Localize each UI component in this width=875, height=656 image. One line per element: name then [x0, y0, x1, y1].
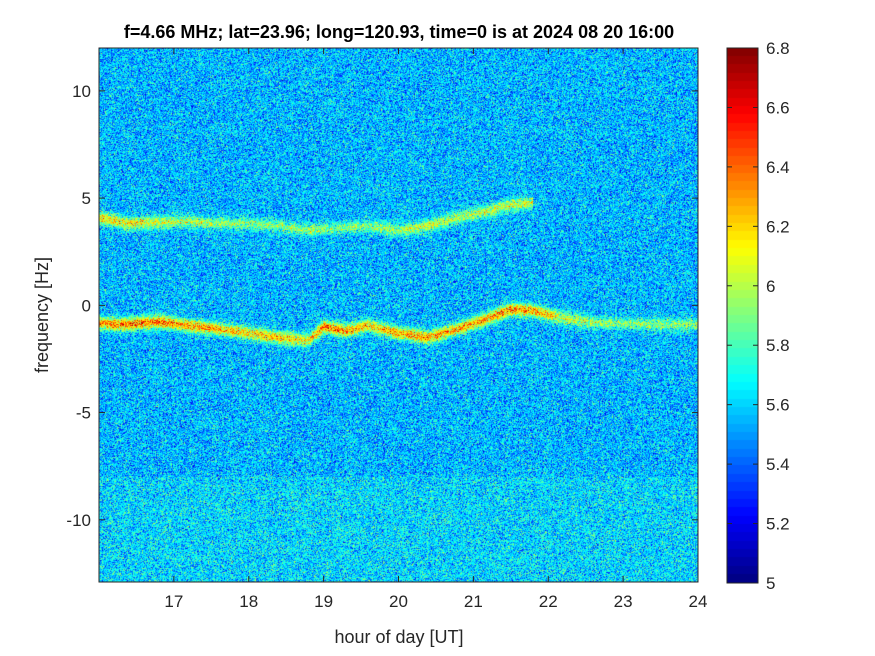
x-tick-label: 17 [164, 592, 183, 611]
colorbar-tick-label: 5.8 [766, 336, 790, 355]
y-tick-label: -5 [76, 404, 91, 423]
colorbar: 6.8 6.6 6.4 6.2 6 5.8 5.6 5.4 5.2 5 [726, 39, 790, 593]
colorbar-ticks: 6.8 6.6 6.4 6.2 6 5.8 5.6 5.4 5.2 5 [727, 39, 790, 593]
y-axis-label: frequency [Hz] [32, 257, 52, 373]
x-axis: 17 18 19 20 21 22 23 24 [164, 48, 707, 611]
y-axis: 10 5 0 -5 -10 [66, 82, 698, 530]
colorbar-tick-label: 5.2 [766, 515, 790, 534]
x-axis-label: hour of day [UT] [334, 627, 463, 647]
x-tick-label: 19 [314, 592, 333, 611]
x-tick-label: 23 [614, 592, 633, 611]
y-tick-label: 10 [72, 82, 91, 101]
heatmap-canvas [99, 48, 698, 582]
colorbar-tick-label: 6.8 [766, 39, 790, 58]
y-tick-label: -10 [66, 511, 91, 530]
x-tick-label: 18 [239, 592, 258, 611]
colorbar-tick-label: 5 [766, 574, 775, 593]
colorbar-tick-label: 5.6 [766, 396, 790, 415]
colorbar-tick-label: 6.4 [766, 158, 790, 177]
plot-area [98, 47, 699, 583]
colorbar-canvas [727, 48, 758, 583]
colorbar-tick-label: 6.6 [766, 98, 790, 117]
chart-title: f=4.66 MHz; lat=23.96; long=120.93, time… [124, 22, 674, 42]
colorbar-frame [726, 47, 759, 584]
x-tick-label: 24 [689, 592, 708, 611]
x-tick-label: 21 [464, 592, 483, 611]
colorbar-tick-label: 6.2 [766, 217, 790, 236]
colorbar-tick-label: 5.4 [766, 455, 790, 474]
y-tick-label: 0 [82, 296, 91, 315]
x-tick-label: 22 [539, 592, 558, 611]
x-tick-label: 20 [389, 592, 408, 611]
y-tick-label: 5 [82, 189, 91, 208]
colorbar-tick-label: 6 [766, 277, 775, 296]
